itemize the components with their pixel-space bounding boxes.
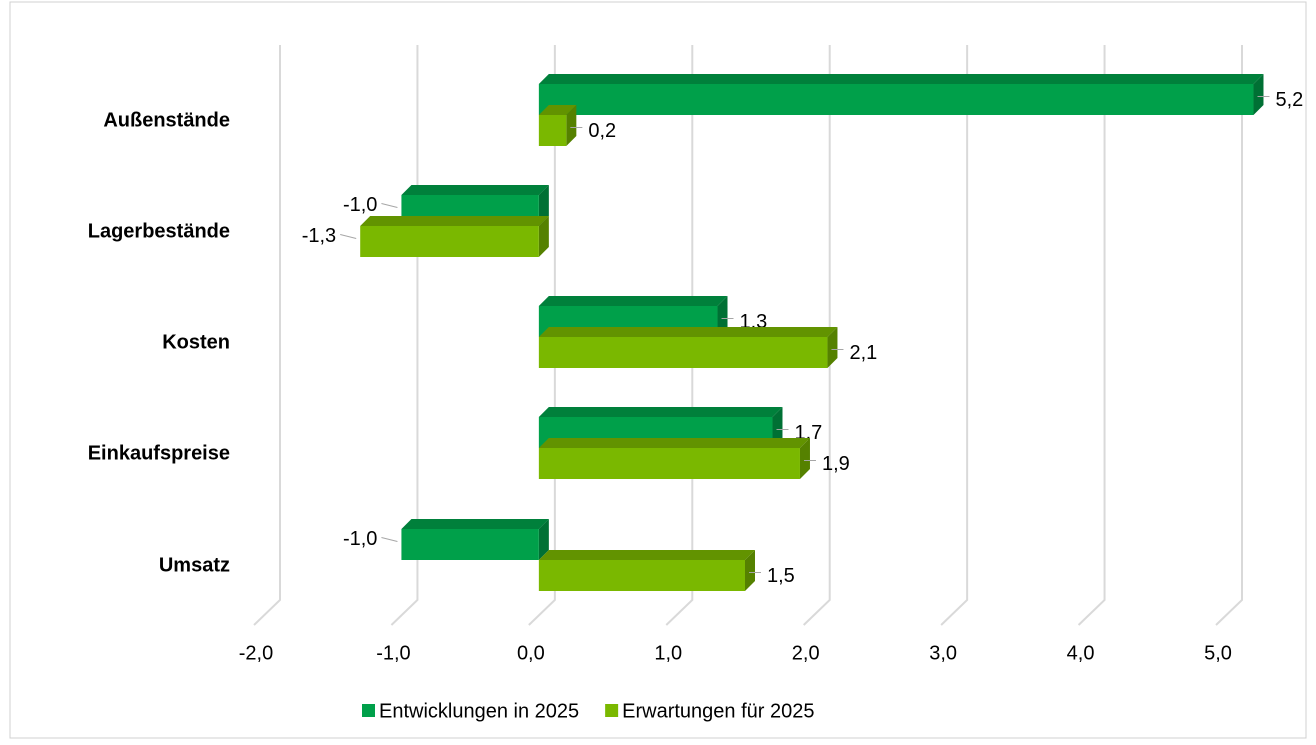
bar [538, 327, 838, 368]
bar-side [538, 185, 549, 226]
grid-line [1215, 45, 1243, 626]
legend-label: Erwartungen für 2025 [622, 700, 814, 722]
grid-line [940, 45, 969, 626]
bar-top [538, 407, 783, 417]
bar-top [538, 74, 1264, 84]
bar-front [538, 84, 1254, 115]
category-label: Umsatz [159, 554, 230, 576]
x-tick-label: -1,0 [376, 642, 410, 664]
grid-line [253, 45, 281, 626]
bar-front [401, 529, 539, 560]
bar [538, 550, 755, 591]
bar-side [772, 407, 783, 448]
bar-front [538, 448, 800, 479]
bar-top [401, 185, 549, 195]
bar [538, 438, 810, 479]
bar-top [538, 105, 577, 115]
x-tick-label: 5,0 [1204, 642, 1232, 664]
bar-top [401, 519, 549, 529]
data-label: 1,9 [822, 453, 850, 475]
bar-side [717, 296, 728, 337]
category-label: Lagerbestände [88, 220, 230, 242]
bar-side [538, 216, 549, 257]
bar [538, 105, 577, 146]
data-label: 2,1 [849, 342, 877, 364]
bar-top [538, 550, 755, 560]
bar-front [360, 226, 539, 257]
bar-side [745, 550, 755, 591]
data-label: 0,2 [588, 120, 616, 142]
x-tick-label: 0,0 [517, 642, 545, 664]
bar-front [538, 115, 567, 146]
data-label: -1,0 [343, 528, 377, 550]
bar [401, 519, 549, 560]
bar-side [799, 438, 810, 479]
x-tick-label: 1,0 [654, 642, 682, 664]
category-label: Einkaufspreise [88, 442, 230, 464]
legend-label: Entwicklungen in 2025 [379, 700, 579, 722]
bar-side [1253, 74, 1264, 115]
x-tick-label: 2,0 [792, 642, 820, 664]
legend-swatch [605, 704, 619, 717]
grid-line [1077, 45, 1106, 626]
data-label: -1,3 [302, 225, 336, 247]
bar-top [538, 296, 728, 306]
leader-line [340, 234, 357, 239]
bar-side [566, 105, 577, 146]
bar-front [538, 337, 828, 368]
leader-line [381, 537, 398, 542]
bar [360, 216, 549, 257]
grid-line [803, 45, 831, 626]
x-tick-label: 3,0 [929, 642, 957, 664]
bar-side [827, 327, 838, 368]
bar-front [538, 560, 745, 591]
legend-swatch [362, 704, 375, 717]
bar-side [538, 519, 549, 560]
data-label: 1,5 [767, 565, 795, 587]
grid-line [528, 45, 556, 626]
bar-top [538, 327, 838, 337]
x-tick-label: 4,0 [1067, 642, 1095, 664]
bar-top [538, 438, 810, 448]
data-label: 5,2 [1275, 89, 1303, 111]
grid-line [665, 45, 694, 626]
category-label: Außenstände [103, 109, 230, 131]
leader-line [381, 203, 398, 208]
data-label: -1,0 [343, 194, 377, 216]
x-tick-label: -2,0 [239, 642, 273, 664]
bar [538, 74, 1264, 115]
bar-top [360, 216, 549, 226]
category-label: Kosten [162, 331, 230, 353]
